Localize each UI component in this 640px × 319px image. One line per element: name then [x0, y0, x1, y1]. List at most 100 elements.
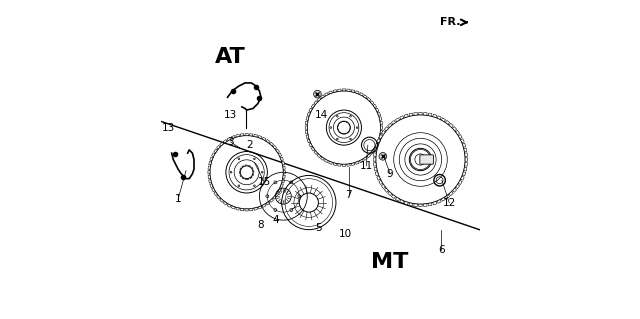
Wedge shape	[414, 204, 417, 206]
Wedge shape	[306, 135, 308, 138]
Wedge shape	[329, 91, 332, 94]
Wedge shape	[212, 188, 215, 192]
Wedge shape	[276, 149, 280, 153]
Wedge shape	[311, 104, 315, 108]
Wedge shape	[347, 89, 350, 92]
Wedge shape	[409, 203, 413, 206]
Wedge shape	[282, 161, 285, 165]
Text: MT: MT	[371, 252, 409, 271]
Circle shape	[314, 90, 321, 98]
Wedge shape	[223, 202, 227, 205]
Wedge shape	[424, 204, 427, 206]
Wedge shape	[245, 209, 248, 211]
Text: FR.: FR.	[440, 17, 460, 27]
Circle shape	[261, 171, 263, 173]
Wedge shape	[338, 164, 341, 166]
Wedge shape	[278, 188, 282, 192]
Wedge shape	[355, 161, 359, 164]
Wedge shape	[388, 123, 392, 127]
Circle shape	[238, 185, 239, 187]
Wedge shape	[307, 112, 310, 116]
Wedge shape	[424, 113, 427, 115]
Wedge shape	[309, 143, 312, 147]
Wedge shape	[311, 147, 315, 151]
Wedge shape	[258, 206, 262, 209]
Wedge shape	[388, 192, 392, 196]
Wedge shape	[458, 181, 462, 184]
Wedge shape	[220, 142, 223, 146]
Wedge shape	[351, 163, 355, 166]
Wedge shape	[379, 181, 383, 184]
Wedge shape	[400, 200, 404, 203]
Wedge shape	[445, 120, 449, 124]
Wedge shape	[428, 203, 432, 206]
Wedge shape	[209, 180, 211, 183]
Wedge shape	[250, 134, 253, 136]
Wedge shape	[333, 163, 337, 166]
Wedge shape	[378, 139, 381, 143]
Wedge shape	[428, 113, 432, 116]
Wedge shape	[376, 143, 379, 147]
Wedge shape	[305, 126, 307, 129]
Wedge shape	[378, 112, 381, 116]
Wedge shape	[465, 153, 467, 156]
Text: 7: 7	[346, 189, 352, 200]
Wedge shape	[374, 153, 376, 156]
Wedge shape	[379, 135, 382, 138]
Wedge shape	[273, 196, 276, 199]
Wedge shape	[452, 127, 456, 131]
Wedge shape	[280, 157, 284, 161]
Wedge shape	[338, 89, 341, 92]
Text: 3: 3	[227, 137, 234, 147]
Wedge shape	[266, 202, 270, 205]
Wedge shape	[258, 136, 262, 138]
Text: 4: 4	[272, 215, 278, 225]
Wedge shape	[210, 157, 213, 161]
Wedge shape	[262, 204, 266, 207]
Wedge shape	[461, 139, 464, 143]
Wedge shape	[464, 167, 467, 171]
Wedge shape	[342, 164, 346, 166]
Wedge shape	[210, 184, 213, 188]
Wedge shape	[284, 171, 285, 174]
Wedge shape	[216, 196, 220, 199]
Wedge shape	[445, 195, 449, 199]
Wedge shape	[375, 143, 378, 147]
Wedge shape	[373, 104, 377, 108]
Wedge shape	[360, 93, 364, 96]
Wedge shape	[280, 184, 284, 188]
Circle shape	[253, 185, 255, 187]
Wedge shape	[270, 142, 273, 146]
Wedge shape	[379, 117, 382, 120]
Wedge shape	[374, 163, 376, 166]
Text: 10: 10	[339, 229, 352, 240]
Wedge shape	[241, 134, 244, 136]
Wedge shape	[347, 164, 350, 166]
Wedge shape	[314, 101, 317, 104]
Wedge shape	[307, 139, 310, 143]
Wedge shape	[437, 200, 441, 203]
Wedge shape	[317, 154, 321, 158]
Wedge shape	[456, 184, 460, 189]
Wedge shape	[442, 197, 445, 201]
Text: 15: 15	[257, 177, 271, 187]
Wedge shape	[214, 149, 218, 153]
Wedge shape	[419, 112, 422, 115]
Text: 13: 13	[224, 110, 237, 120]
Circle shape	[337, 138, 338, 140]
Wedge shape	[380, 130, 383, 134]
Wedge shape	[377, 176, 380, 180]
Wedge shape	[220, 199, 223, 202]
Wedge shape	[373, 147, 377, 151]
Text: 12: 12	[443, 197, 456, 208]
Wedge shape	[371, 151, 374, 154]
Wedge shape	[216, 145, 220, 149]
Wedge shape	[371, 101, 374, 104]
Wedge shape	[380, 121, 383, 125]
Wedge shape	[333, 90, 337, 93]
Wedge shape	[223, 139, 227, 143]
Wedge shape	[414, 113, 417, 115]
Wedge shape	[465, 163, 467, 166]
Wedge shape	[227, 137, 231, 141]
Wedge shape	[283, 175, 285, 179]
